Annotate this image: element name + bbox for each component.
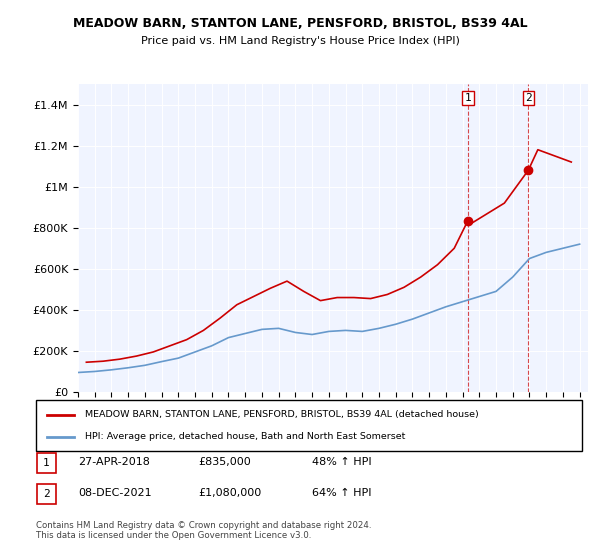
FancyBboxPatch shape xyxy=(36,400,582,451)
Text: Contains HM Land Registry data © Crown copyright and database right 2024.
This d: Contains HM Land Registry data © Crown c… xyxy=(36,521,371,540)
Text: 08-DEC-2021: 08-DEC-2021 xyxy=(78,488,152,498)
Text: £1,080,000: £1,080,000 xyxy=(198,488,261,498)
Text: MEADOW BARN, STANTON LANE, PENSFORD, BRISTOL, BS39 4AL (detached house): MEADOW BARN, STANTON LANE, PENSFORD, BRI… xyxy=(85,410,479,419)
Text: MEADOW BARN, STANTON LANE, PENSFORD, BRISTOL, BS39 4AL: MEADOW BARN, STANTON LANE, PENSFORD, BRI… xyxy=(73,17,527,30)
Text: 48% ↑ HPI: 48% ↑ HPI xyxy=(312,457,371,467)
Text: £835,000: £835,000 xyxy=(198,457,251,467)
Text: 1: 1 xyxy=(464,93,472,103)
Text: 2: 2 xyxy=(43,489,50,499)
Text: Price paid vs. HM Land Registry's House Price Index (HPI): Price paid vs. HM Land Registry's House … xyxy=(140,36,460,46)
Text: HPI: Average price, detached house, Bath and North East Somerset: HPI: Average price, detached house, Bath… xyxy=(85,432,406,441)
Text: 64% ↑ HPI: 64% ↑ HPI xyxy=(312,488,371,498)
FancyBboxPatch shape xyxy=(37,484,56,504)
Text: 1: 1 xyxy=(43,458,50,468)
Text: 27-APR-2018: 27-APR-2018 xyxy=(78,457,150,467)
FancyBboxPatch shape xyxy=(37,453,56,473)
Text: 2: 2 xyxy=(525,93,532,103)
